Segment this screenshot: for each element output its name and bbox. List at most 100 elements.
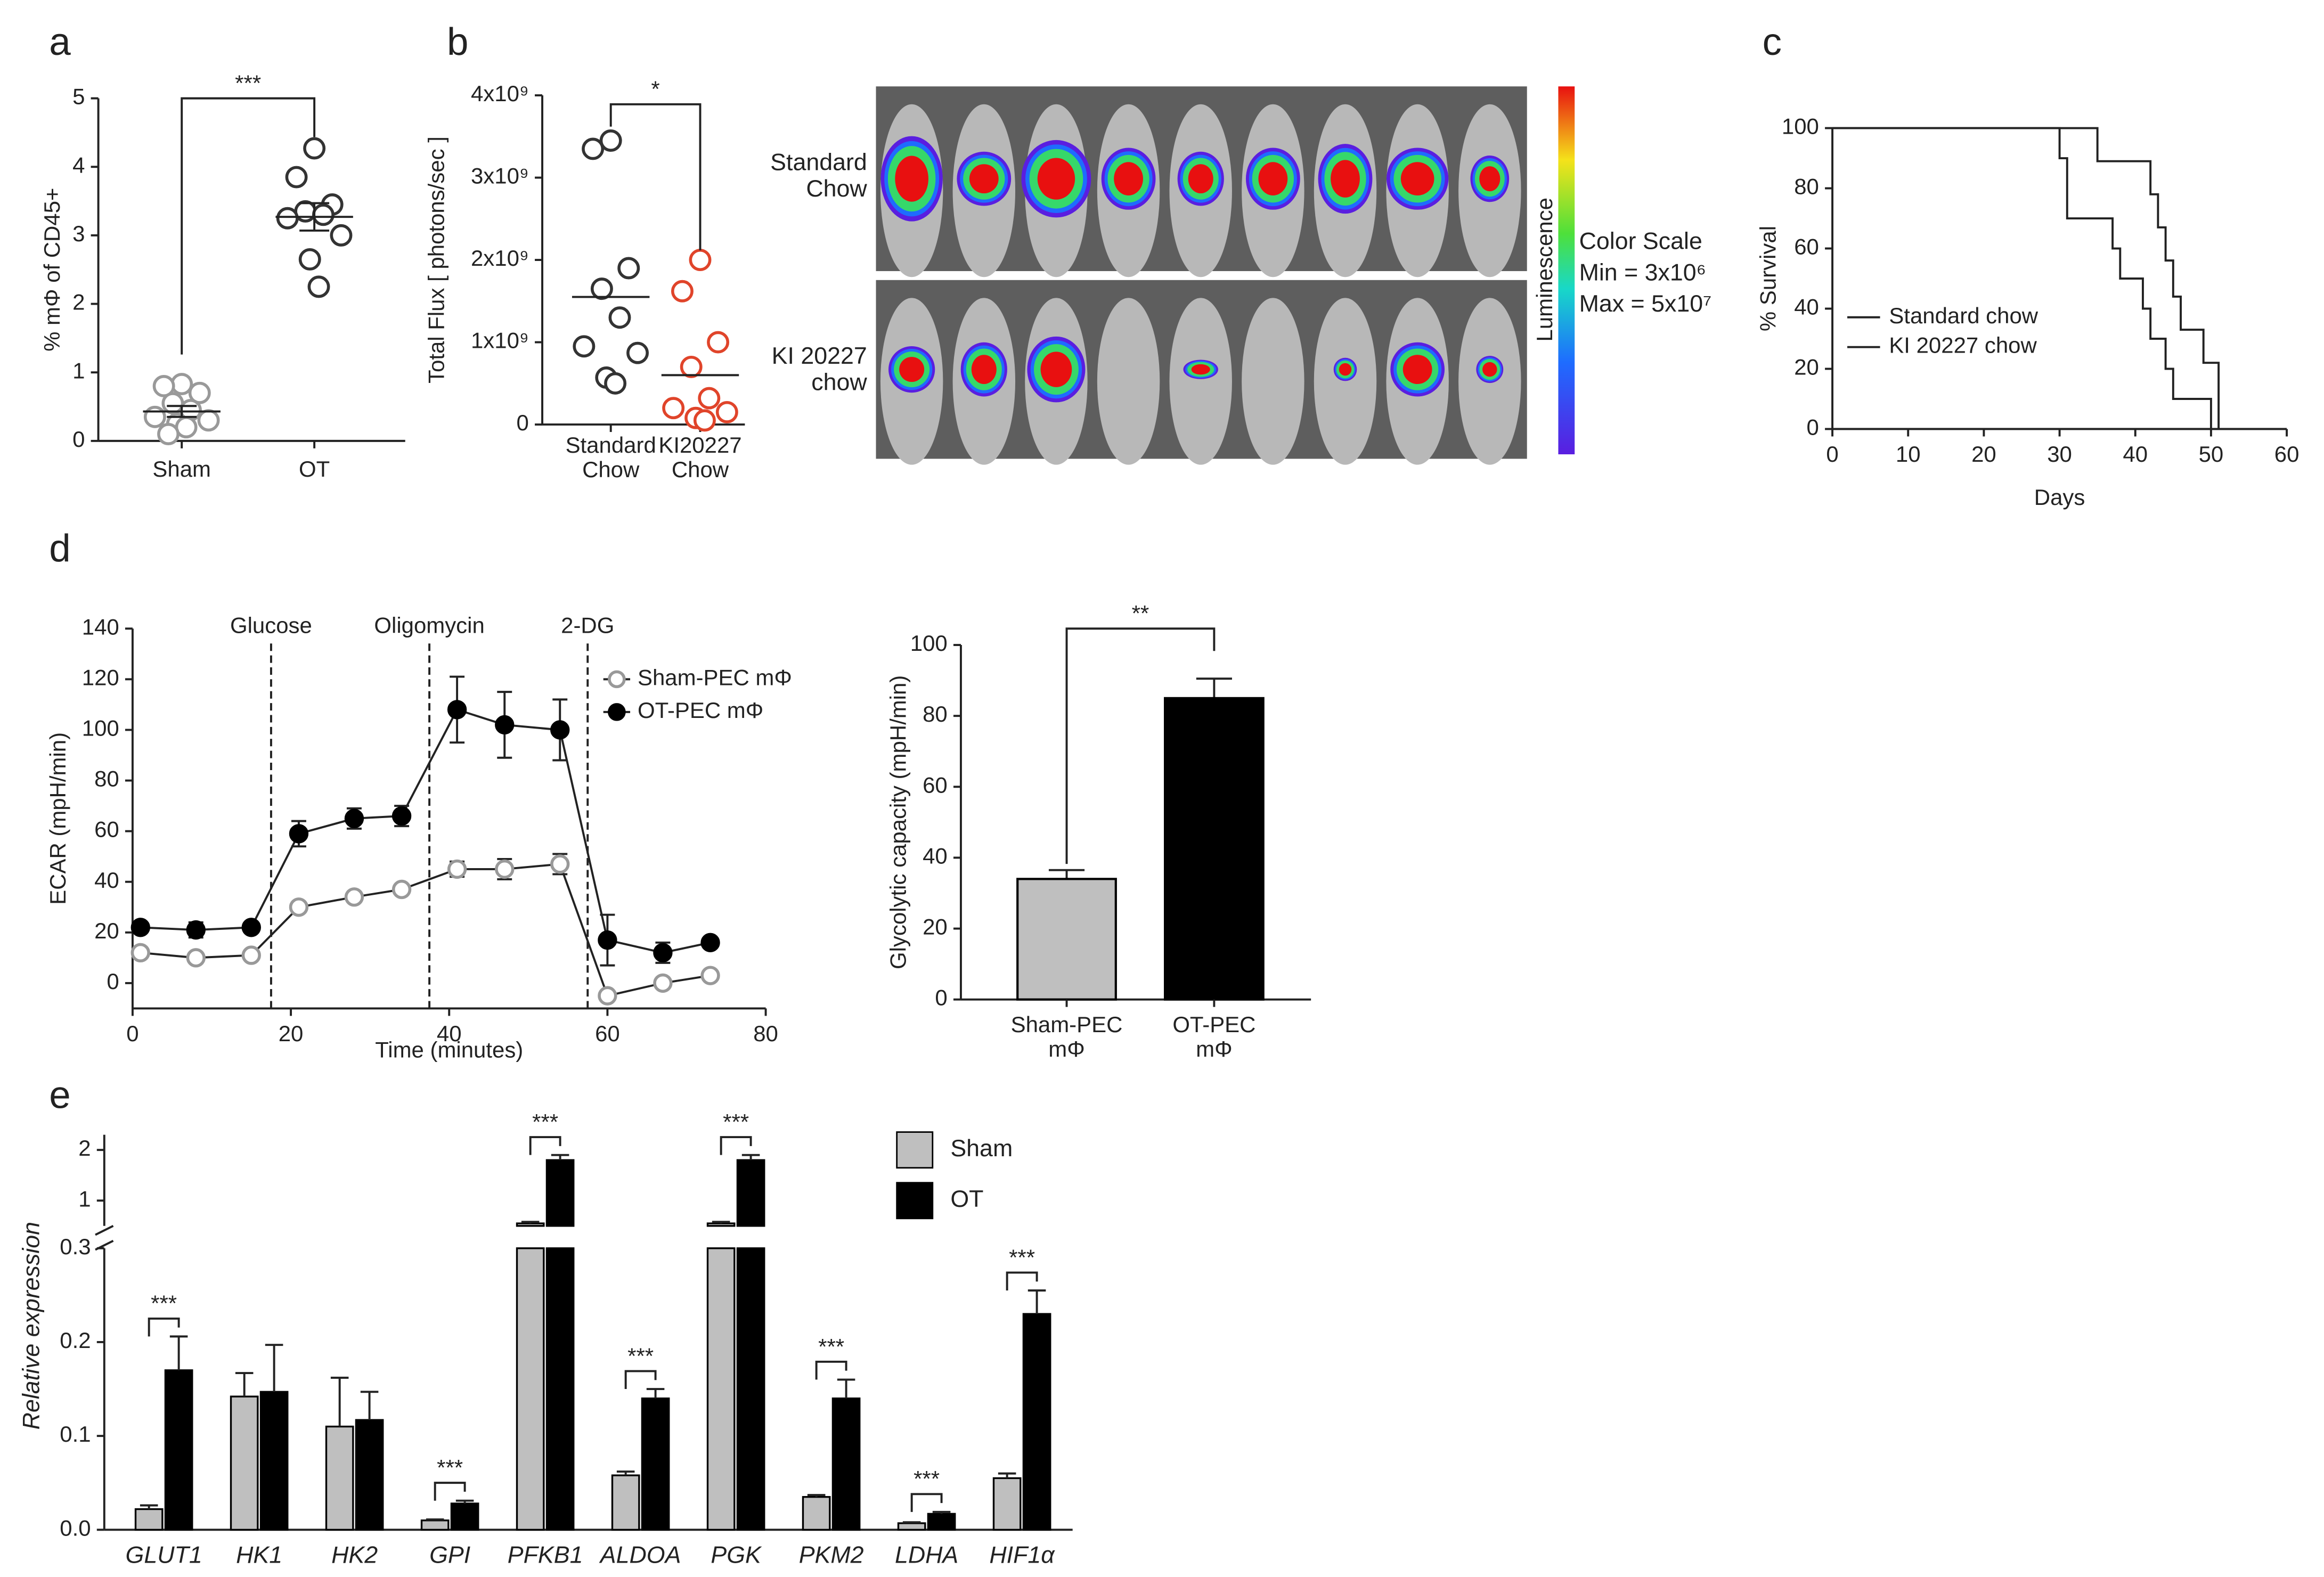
error-bar xyxy=(932,1510,951,1514)
data-point xyxy=(289,897,309,917)
significance-bracket xyxy=(181,97,316,355)
row-label: Standard Chow xyxy=(770,149,867,201)
y-tick-label: 4x10⁹ xyxy=(471,81,529,106)
x-tick-label: ALDOA xyxy=(599,1541,681,1568)
data-point xyxy=(152,374,175,397)
x-tick-label: 30 xyxy=(2047,442,2072,467)
x-tick-label: 60 xyxy=(2274,442,2299,467)
data-point xyxy=(582,137,605,160)
y-tick-label: 0 xyxy=(1807,415,1819,440)
y-tick-label: 60 xyxy=(94,817,119,842)
luminescence-signal xyxy=(899,357,925,382)
y-tick-label: 5 xyxy=(72,84,85,109)
x-tick-label: 0 xyxy=(1826,442,1838,467)
significance-bracket xyxy=(624,1370,657,1390)
error-bar xyxy=(1028,1289,1046,1314)
luminescence-signal xyxy=(969,164,999,194)
error-bar xyxy=(741,1154,760,1161)
y-tick-label: 40 xyxy=(1794,295,1819,320)
error-bar xyxy=(646,1388,665,1399)
bar xyxy=(641,1397,670,1531)
error-bar xyxy=(1048,869,1085,879)
data-point xyxy=(447,859,467,879)
data-point xyxy=(689,249,712,272)
legend-label: OT-PEC mΦ xyxy=(638,698,763,723)
data-point xyxy=(550,720,570,740)
significance-label: *** xyxy=(235,71,261,96)
data-point xyxy=(653,943,673,963)
colorbar-label: Luminescence xyxy=(1532,198,1557,341)
data-point xyxy=(626,341,649,364)
x-tick-label: PGK xyxy=(711,1541,762,1568)
x-tick-label: 40 xyxy=(2123,442,2148,467)
error-bar xyxy=(330,1376,349,1427)
x-axis-label: Time (minutes) xyxy=(375,1037,523,1063)
data-point xyxy=(617,257,640,280)
survival-line xyxy=(1832,127,2212,429)
data-point xyxy=(653,973,673,993)
x-tick-label: OT-PEC mΦ xyxy=(1172,1012,1255,1061)
bar xyxy=(736,1159,765,1227)
panel-label: b xyxy=(447,20,468,63)
luminescence-signal xyxy=(1482,362,1497,377)
significance-bracket xyxy=(434,1482,466,1501)
y-tick-label: 140 xyxy=(82,614,119,639)
error-bar xyxy=(712,1221,730,1224)
data-point xyxy=(344,808,364,829)
y-axis-label: ECAR (mpH/min) xyxy=(45,732,70,905)
significance-label: ** xyxy=(1132,601,1149,626)
luminescence-signal xyxy=(1339,363,1352,376)
legend-label: OT xyxy=(950,1186,983,1212)
legend-label: KI 20227 chow xyxy=(1889,333,2037,358)
panel-label: a xyxy=(49,20,71,63)
error-bar xyxy=(837,1378,855,1399)
bar xyxy=(1016,878,1117,1001)
scale-title: Color Scale xyxy=(1579,228,1702,255)
data-point xyxy=(143,405,166,428)
luminescence-signal xyxy=(1258,162,1288,195)
mouse xyxy=(1242,298,1304,465)
significance-bracket xyxy=(148,1317,180,1337)
panel-label: d xyxy=(49,527,70,570)
series-line xyxy=(140,708,711,954)
error-bar xyxy=(616,1470,635,1476)
significance-bracket xyxy=(1006,1271,1038,1291)
significance-label: *** xyxy=(723,1109,749,1134)
luminescence-signal xyxy=(1188,164,1213,194)
data-point xyxy=(241,918,261,937)
bar xyxy=(611,1474,640,1531)
x-tick-label: Sham xyxy=(152,456,211,481)
event-label: Glucose xyxy=(230,613,312,638)
x-tick-label: 20 xyxy=(1971,442,1996,467)
luminescence-signal xyxy=(895,156,928,202)
series-line xyxy=(140,863,711,997)
x-tick-label: 50 xyxy=(2199,442,2224,467)
error-bar xyxy=(1196,677,1232,698)
data-point xyxy=(604,372,627,395)
y-tick-label: 100 xyxy=(1782,114,1819,139)
axis-break xyxy=(95,1225,114,1251)
bar xyxy=(736,1247,765,1531)
y-axis-label: % Survival xyxy=(1756,226,1781,331)
data-point xyxy=(344,887,364,907)
significance-label: *** xyxy=(818,1334,844,1359)
x-tick-label: PFKB1 xyxy=(508,1541,583,1568)
bar xyxy=(325,1425,354,1531)
significance-bracket xyxy=(1065,627,1216,864)
mouse xyxy=(1169,298,1232,465)
data-point xyxy=(392,879,412,900)
data-point xyxy=(298,248,321,271)
data-point xyxy=(707,331,730,354)
legend-swatch xyxy=(896,1131,934,1169)
data-point xyxy=(303,137,326,160)
y-tick-label: 0.2 xyxy=(60,1328,91,1353)
data-point xyxy=(680,355,703,378)
error-bar xyxy=(902,1521,921,1524)
bar xyxy=(516,1222,545,1227)
data-point xyxy=(608,306,631,329)
x-tick-label: 10 xyxy=(1896,442,1921,467)
y-tick-label: 80 xyxy=(1794,174,1819,199)
error-bar xyxy=(998,1472,1016,1478)
significance-label: *** xyxy=(1009,1245,1035,1270)
